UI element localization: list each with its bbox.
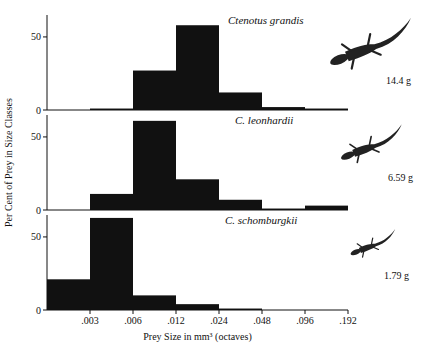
y-tick <box>43 310 47 311</box>
histogram-bar <box>133 121 176 210</box>
histogram-bar <box>176 179 219 210</box>
lizard-body <box>357 229 398 253</box>
y-axis-line <box>47 15 48 110</box>
histogram-bar <box>133 295 176 310</box>
x-tick-label: .003 <box>81 315 99 326</box>
x-axis-line <box>47 310 348 311</box>
lizard-leg <box>370 47 380 57</box>
y-tick <box>43 36 47 37</box>
x-axis-line <box>47 210 348 211</box>
panel: 0 50 C. leonhardii 6.59 g <box>31 114 413 216</box>
y-tick-label: 0 <box>36 105 41 116</box>
lizard-icon <box>348 229 400 261</box>
lizard-icon <box>325 17 420 76</box>
y-tick-label: 50 <box>31 231 41 242</box>
y-tick-label: 0 <box>36 305 41 316</box>
histogram-bar <box>90 218 133 310</box>
x-tick-label: .048 <box>253 315 271 326</box>
x-axis-line <box>47 110 348 111</box>
x-tick-label: .096 <box>296 315 314 326</box>
lizard-leg <box>348 58 357 69</box>
y-tick-label: 50 <box>31 131 41 142</box>
lizard-leg <box>350 143 357 151</box>
weight-label: 1.79 g <box>384 270 409 281</box>
histogram-bar <box>219 200 262 210</box>
histogram-bar <box>176 304 219 310</box>
lizard-head <box>350 248 362 257</box>
lizard-leg <box>370 238 375 244</box>
x-tick <box>133 310 134 314</box>
x-axis-title: Prey Size in mm³ (octaves) <box>143 331 252 343</box>
bars <box>90 121 348 210</box>
lizard-leg <box>367 137 374 145</box>
lizard-body <box>342 18 417 62</box>
histogram-bar <box>176 25 219 110</box>
lizard-head <box>328 52 350 68</box>
histogram-bar <box>133 71 176 110</box>
panel: 0 50 .003 .006 .012 .024 .048 .096 .192 C. schomb… <box>31 214 409 326</box>
x-tick <box>90 310 91 314</box>
panel-title: C. leonhardii <box>235 114 293 126</box>
lizard-leg <box>361 251 366 257</box>
bars <box>47 218 262 310</box>
lizard-leg <box>371 146 379 154</box>
x-tick-label: .012 <box>167 315 185 326</box>
lizard-icon <box>337 124 408 168</box>
histogram-bar <box>47 279 90 310</box>
panel: 0 50 Ctenotus grandis 14.4 g <box>31 14 420 116</box>
y-tick <box>43 110 47 111</box>
panel-title: Ctenotus grandis <box>228 14 303 26</box>
lizard-body <box>350 124 406 157</box>
y-tick <box>43 210 47 211</box>
y-axis-line <box>47 215 48 310</box>
x-tick-label: .006 <box>124 315 142 326</box>
x-tick <box>262 310 263 314</box>
y-tick-label: 50 <box>31 31 41 42</box>
bars <box>90 25 348 110</box>
lizard-leg <box>365 34 374 45</box>
y-tick-label: 0 <box>36 205 41 216</box>
x-tick-label: .192 <box>339 315 357 326</box>
weight-label: 14.4 g <box>386 75 411 86</box>
lizard-leg <box>373 245 379 251</box>
x-tick-label: .024 <box>210 315 228 326</box>
x-tick <box>219 310 220 314</box>
x-tick <box>305 310 306 314</box>
x-tick <box>348 310 349 314</box>
x-tick <box>176 310 177 314</box>
histogram-bar <box>219 92 262 110</box>
lizard-head <box>340 150 356 162</box>
lizard-leg <box>357 243 362 249</box>
lizard-leg <box>355 154 362 162</box>
y-axis-title: Per Cent of Prey in Size Classes <box>3 98 14 227</box>
y-tick <box>43 236 47 237</box>
histogram-bar <box>305 206 348 210</box>
y-tick <box>43 136 47 137</box>
histogram-bar <box>90 194 133 210</box>
figure: 0 50 Ctenotus grandis 14.4 g 0 50 C. leonhardi… <box>0 0 430 349</box>
panel-title: C. schomburgkii <box>225 214 297 226</box>
lizard-leg <box>342 42 351 53</box>
y-axis-line <box>47 115 48 210</box>
weight-label: 6.59 g <box>388 172 413 183</box>
